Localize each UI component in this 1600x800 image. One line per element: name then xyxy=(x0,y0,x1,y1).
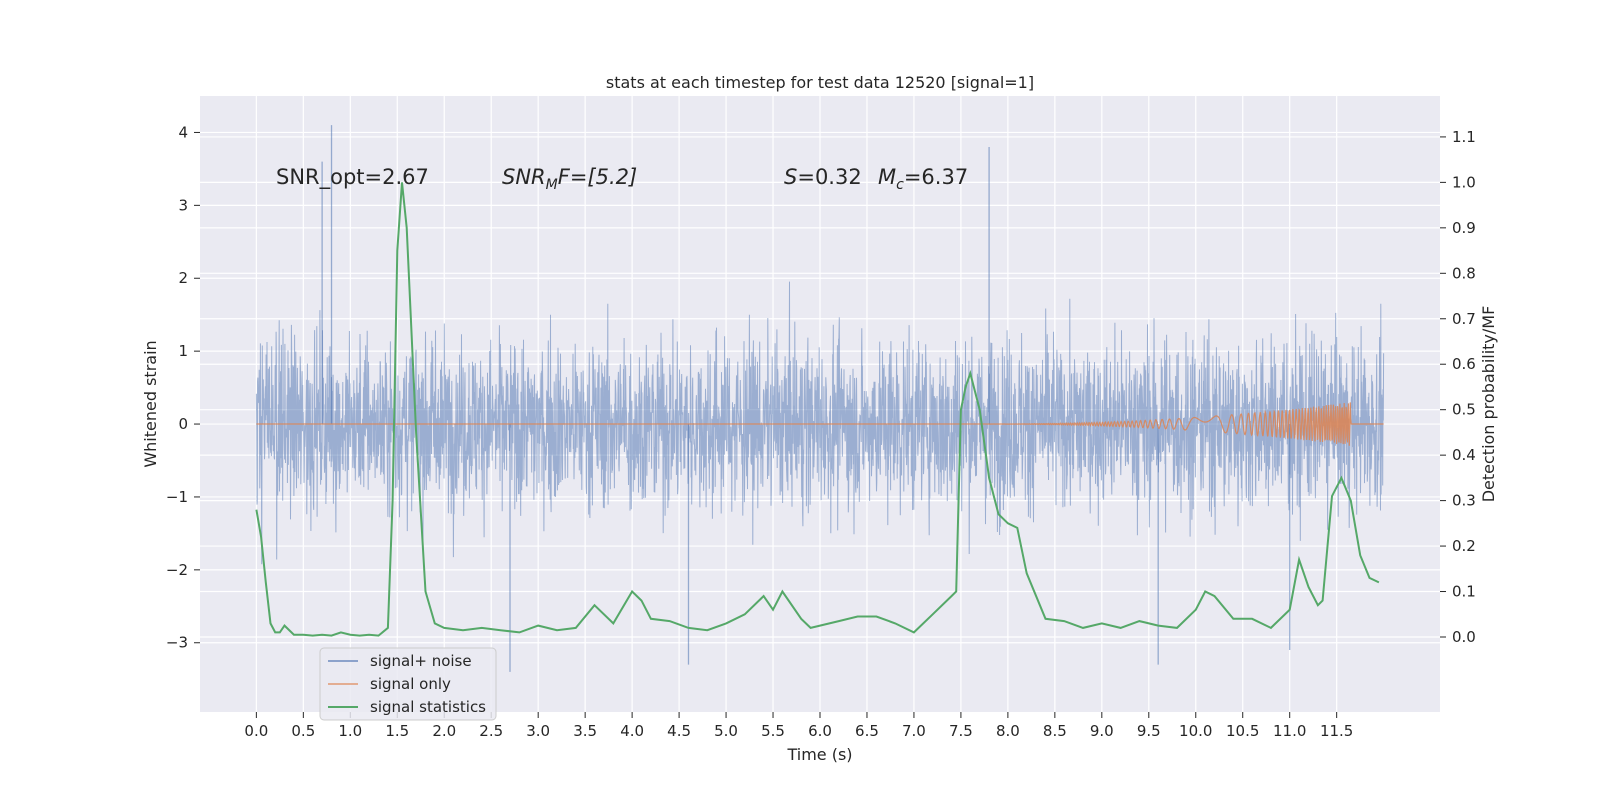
x-tick-label-20: 10.0 xyxy=(1179,722,1212,740)
x-tick-label-13: 6.5 xyxy=(855,722,879,740)
y-left-tick-label-2: −1 xyxy=(166,488,188,506)
axes: 0.0 0.5 1.0 1.5 2.0 2.5 3.0 3.5 4.0 4.5 5.0 5.5 6.0 6… xyxy=(166,123,1476,740)
noise-trace xyxy=(255,281,1385,565)
y-right-tick-label-10: 1.0 xyxy=(1452,173,1476,191)
x-tick-label-14: 7.0 xyxy=(902,722,926,740)
series-signal-statistics xyxy=(255,182,1380,637)
x-tick-label-2: 1.0 xyxy=(338,722,362,740)
x-tick-label-23: 11.5 xyxy=(1320,722,1353,740)
annotation-snr-mf: SNRMF=[5.2] xyxy=(502,165,637,193)
x-tick-label-0: 0.0 xyxy=(244,722,268,740)
y-left-tick-label-5: 2 xyxy=(178,269,188,287)
y-right-tick-label-6: 0.6 xyxy=(1452,355,1476,373)
x-tick-label-12: 6.0 xyxy=(808,722,832,740)
y-right-tick-label-0: 0.0 xyxy=(1452,628,1476,646)
annotation-snr-opt: SNR_opt=2.67 xyxy=(276,165,429,190)
y-right-tick-label-7: 0.7 xyxy=(1452,310,1476,328)
annotation-snr-mf-rest: F=[5.2] xyxy=(558,165,637,189)
x-tick-label-9: 4.5 xyxy=(667,722,691,740)
x-tick-label-4: 2.0 xyxy=(432,722,456,740)
legend: signal+ noise signal only signal statist… xyxy=(319,647,497,721)
signal-only-trace xyxy=(256,402,1384,446)
x-tick-label-17: 8.5 xyxy=(1043,722,1067,740)
y-right-tick-label-11: 1.1 xyxy=(1452,128,1476,146)
y-left-tick-label-0: −3 xyxy=(166,634,188,652)
x-tick-label-19: 9.5 xyxy=(1137,722,1161,740)
y-right-tick-label-8: 0.8 xyxy=(1452,264,1476,282)
annotation-snr-mf-subscript: M xyxy=(546,177,558,193)
annotation-mc-symbol: M xyxy=(878,165,896,189)
y-left-tick-label-4: 1 xyxy=(178,342,188,360)
annotation-s-symbol: S xyxy=(784,165,797,189)
x-tick-label-8: 4.0 xyxy=(620,722,644,740)
chart-title: stats at each timestep for test data 125… xyxy=(606,73,1034,92)
legend-box xyxy=(319,647,497,721)
annotation-mc-subscript: c xyxy=(896,177,904,193)
x-tick-label-7: 3.5 xyxy=(573,722,597,740)
series-signal-noise xyxy=(255,125,1385,672)
y-right-tick-label-4: 0.4 xyxy=(1452,446,1476,464)
x-tick-label-6: 3.0 xyxy=(526,722,550,740)
x-tick-label-18: 9.0 xyxy=(1090,722,1114,740)
y-axis-left-label: Whitened strain xyxy=(141,340,160,467)
y-left-tick-label-1: −2 xyxy=(166,561,188,579)
x-tick-label-1: 0.5 xyxy=(291,722,315,740)
x-tick-label-22: 11.0 xyxy=(1273,722,1306,740)
annotation-snr-mf-symbol: SNR xyxy=(502,165,546,189)
annotations: SNR_opt=2.67 SNRMF=[5.2] S=0.32 Mc=6.37 xyxy=(276,165,968,193)
y-right-tick-label-1: 0.1 xyxy=(1452,583,1476,601)
x-tick-label-11: 5.5 xyxy=(761,722,785,740)
y-left-tick-label-6: 3 xyxy=(178,196,188,214)
x-tick-label-5: 2.5 xyxy=(479,722,503,740)
y-left-tick-label-7: 4 xyxy=(178,123,188,141)
annotation-mc-value: =6.37 xyxy=(904,165,968,189)
annotation-s-value: =0.32 xyxy=(797,165,861,189)
series-signal-only xyxy=(256,402,1384,446)
y-right-tick-label-9: 0.9 xyxy=(1452,219,1476,237)
annotation-s: S=0.32 xyxy=(784,165,862,189)
x-axis-label: Time (s) xyxy=(786,745,852,764)
x-tick-label-3: 1.5 xyxy=(385,722,409,740)
y-right-tick-label-2: 0.2 xyxy=(1452,537,1476,555)
x-tick-label-15: 7.5 xyxy=(949,722,973,740)
legend-label-signal-noise: signal+ noise xyxy=(370,652,472,670)
stats-line xyxy=(255,182,1380,637)
y-axis-right-label: Detection probability/MF xyxy=(1479,306,1498,503)
y-left-tick-label-3: 0 xyxy=(178,415,188,433)
y-right-tick-label-3: 0.3 xyxy=(1452,492,1476,510)
annotation-mc: Mc=6.37 xyxy=(878,165,968,193)
y-right-tick-label-5: 0.5 xyxy=(1452,401,1476,419)
x-tick-label-10: 5.0 xyxy=(714,722,738,740)
legend-label-signal-only: signal only xyxy=(370,675,451,693)
x-tick-label-16: 8.0 xyxy=(996,722,1020,740)
legend-label-signal-statistics: signal statistics xyxy=(370,698,486,716)
x-tick-label-21: 10.5 xyxy=(1226,722,1259,740)
